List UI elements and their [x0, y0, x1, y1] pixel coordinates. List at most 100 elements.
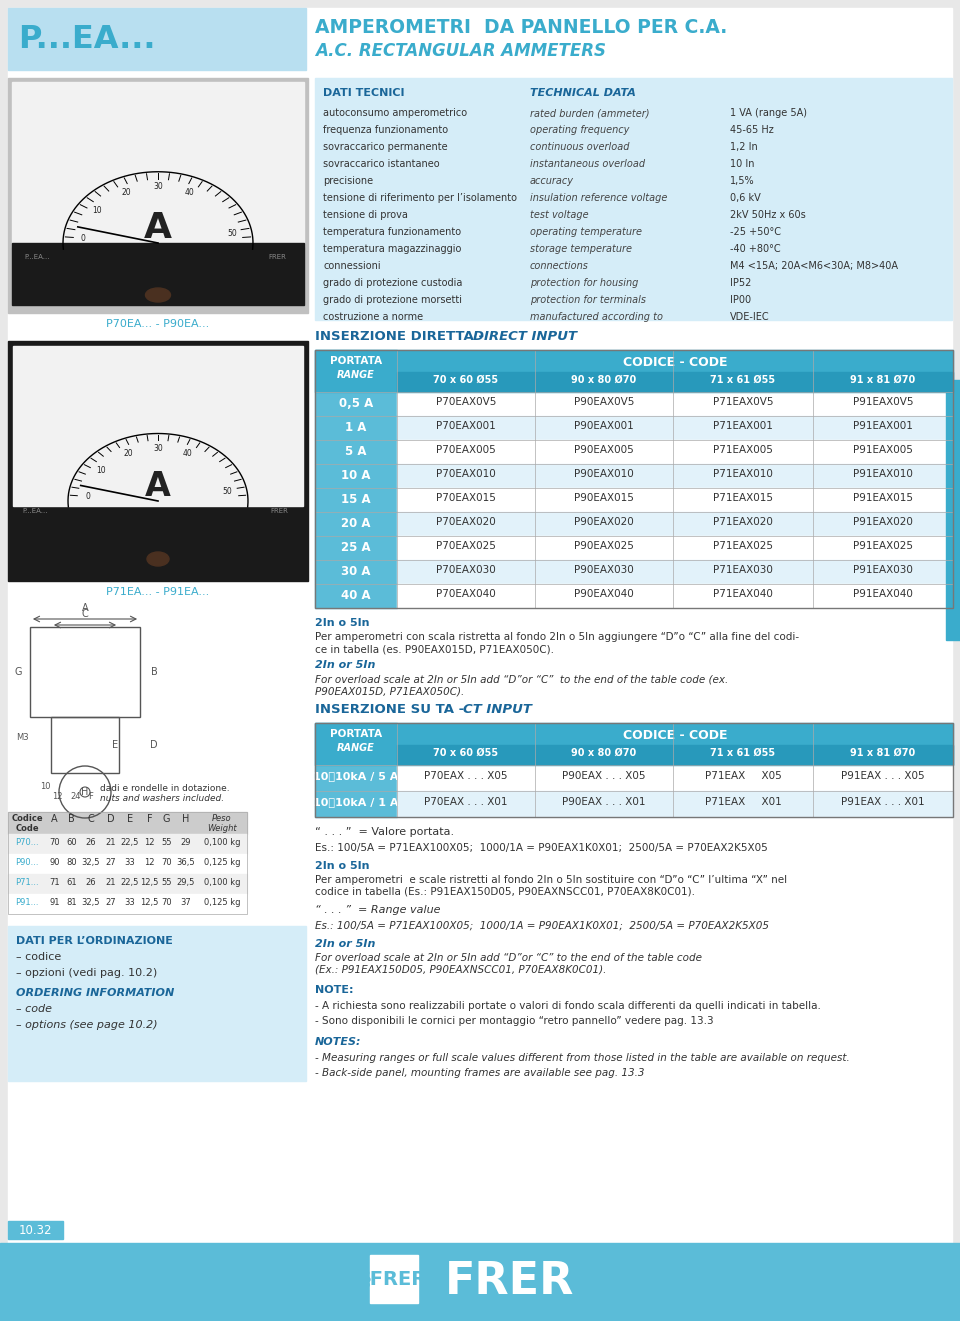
Text: 21: 21 [106, 838, 116, 847]
Text: 0,6 kV: 0,6 kV [730, 193, 760, 203]
Text: 10 In: 10 In [730, 159, 755, 169]
Text: 90 x 80 Ø70: 90 x 80 Ø70 [571, 748, 636, 758]
Text: P70EAX005: P70EAX005 [436, 445, 496, 454]
Text: P90EAX030: P90EAX030 [574, 565, 634, 575]
Text: 20: 20 [122, 188, 132, 197]
Text: operating temperature: operating temperature [530, 227, 642, 236]
Text: 33: 33 [125, 859, 135, 867]
Bar [673, 416, 813, 440]
Text: 5 A: 5 A [346, 445, 367, 458]
Text: connections: connections [530, 262, 588, 271]
Bar [813, 584, 953, 608]
Bar [315, 791, 397, 816]
Text: 91 x 81 Ø70: 91 x 81 Ø70 [851, 748, 916, 758]
Text: grado di protezione custodia: grado di protezione custodia [323, 277, 463, 288]
Bar [315, 487, 397, 513]
Text: storage temperature: storage temperature [530, 244, 632, 254]
Text: P...EA...: P...EA... [22, 509, 47, 514]
Text: P91EAX040: P91EAX040 [853, 589, 913, 598]
Text: 0: 0 [85, 491, 90, 501]
Text: 70: 70 [161, 859, 172, 867]
Bar [813, 513, 953, 536]
Text: Es.: 100/5A = P71EAX100X05;  1000/1A = P90EAX1K0X01;  2500/5A = P70EAX2K5X05: Es.: 100/5A = P71EAX100X05; 1000/1A = P9… [315, 843, 768, 853]
Bar [8, 834, 247, 853]
Text: tensione di riferimento per l’isolamento: tensione di riferimento per l’isolamento [323, 193, 517, 203]
Bar [813, 464, 953, 487]
Text: 12: 12 [52, 793, 62, 801]
Bar [535, 765, 673, 791]
Bar [813, 487, 953, 513]
Text: P71EAX001: P71EAX001 [713, 421, 773, 431]
Text: P90EAX040: P90EAX040 [574, 589, 634, 598]
Text: 25 A: 25 A [341, 542, 371, 553]
Text: 24: 24 [70, 793, 81, 801]
Text: P91EAX015: P91EAX015 [853, 493, 913, 503]
Bar [397, 536, 535, 560]
Text: FRER: FRER [270, 509, 288, 514]
Text: A: A [82, 602, 88, 613]
Text: nuts and washers included.: nuts and washers included. [100, 794, 224, 803]
Bar [51, 717, 119, 773]
Text: 45-65 Hz: 45-65 Hz [730, 125, 774, 135]
Text: P71...: P71... [15, 878, 38, 886]
Text: G: G [163, 814, 170, 824]
Text: 0,125 kg: 0,125 kg [204, 898, 240, 908]
Text: F: F [147, 814, 153, 824]
Bar [8, 812, 247, 914]
Text: P90...: P90... [15, 859, 38, 867]
Text: E: E [127, 814, 133, 824]
Bar [535, 745, 673, 765]
Text: P91EAX . . . X01: P91EAX . . . X01 [841, 797, 924, 807]
Text: 10: 10 [96, 466, 106, 476]
Text: - A richiesta sono realizzabili portate o valori di fondo scala differenti da qu: - A richiesta sono realizzabili portate … [315, 1001, 821, 1011]
Text: – options (see page 10.2): – options (see page 10.2) [16, 1020, 157, 1030]
Text: P91EAX005: P91EAX005 [853, 445, 913, 454]
Bar [397, 765, 535, 791]
Text: P91EAX030: P91EAX030 [853, 565, 913, 575]
Bar [397, 584, 535, 608]
Text: 2kV 50Hz x 60s: 2kV 50Hz x 60s [730, 210, 805, 221]
Bar [397, 487, 535, 513]
Text: 55: 55 [161, 878, 172, 886]
Text: P70EAX0V5: P70EAX0V5 [436, 398, 496, 407]
Text: M4 <15A; 20A<M6<30A; M8>40A: M4 <15A; 20A<M6<30A; M8>40A [730, 262, 898, 271]
Text: DATI TECNICI: DATI TECNICI [323, 89, 404, 98]
Text: P71EA... - P91EA...: P71EA... - P91EA... [107, 587, 209, 597]
Text: operating frequency: operating frequency [530, 125, 630, 135]
Text: H: H [182, 814, 190, 824]
Text: DATI PER L’ORDINAZIONE: DATI PER L’ORDINAZIONE [16, 937, 173, 946]
Text: E: E [112, 740, 118, 750]
Bar [397, 464, 535, 487]
Bar [535, 791, 673, 816]
Text: 20: 20 [124, 449, 133, 458]
Text: IP00: IP00 [730, 295, 751, 305]
Text: 1,2 In: 1,2 In [730, 141, 757, 152]
Ellipse shape [146, 288, 171, 303]
Text: 29,5: 29,5 [177, 878, 195, 886]
Bar [673, 440, 813, 464]
Text: “ . . . ”  = Range value: “ . . . ” = Range value [315, 905, 441, 915]
Bar [8, 812, 247, 834]
Text: 1,5%: 1,5% [730, 176, 755, 186]
Text: -25 +50°C: -25 +50°C [730, 227, 781, 236]
Text: -40 +80°C: -40 +80°C [730, 244, 780, 254]
Text: H: H [82, 787, 88, 797]
Text: TECHNICAL DATA: TECHNICAL DATA [530, 89, 636, 98]
Text: P71EAX030: P71EAX030 [713, 565, 773, 575]
Bar [673, 536, 813, 560]
Text: 33: 33 [125, 898, 135, 908]
Bar [397, 416, 535, 440]
Bar [673, 487, 813, 513]
Bar [813, 560, 953, 584]
Text: precisione: precisione [323, 176, 373, 186]
Text: 26: 26 [85, 838, 96, 847]
Text: 22,5: 22,5 [121, 878, 139, 886]
Text: (Ex.: P91EAX150D05, P90EAXNSCC01, P70EAX8K0C01).: (Ex.: P91EAX150D05, P90EAXNSCC01, P70EAX… [315, 966, 607, 975]
Text: FRER: FRER [445, 1259, 575, 1303]
Text: RANGE: RANGE [337, 742, 374, 753]
Bar [315, 350, 397, 392]
Text: P90EAX015: P90EAX015 [574, 493, 634, 503]
Bar [315, 350, 953, 608]
Text: 22,5: 22,5 [121, 838, 139, 847]
Text: NOTES:: NOTES: [315, 1037, 362, 1048]
